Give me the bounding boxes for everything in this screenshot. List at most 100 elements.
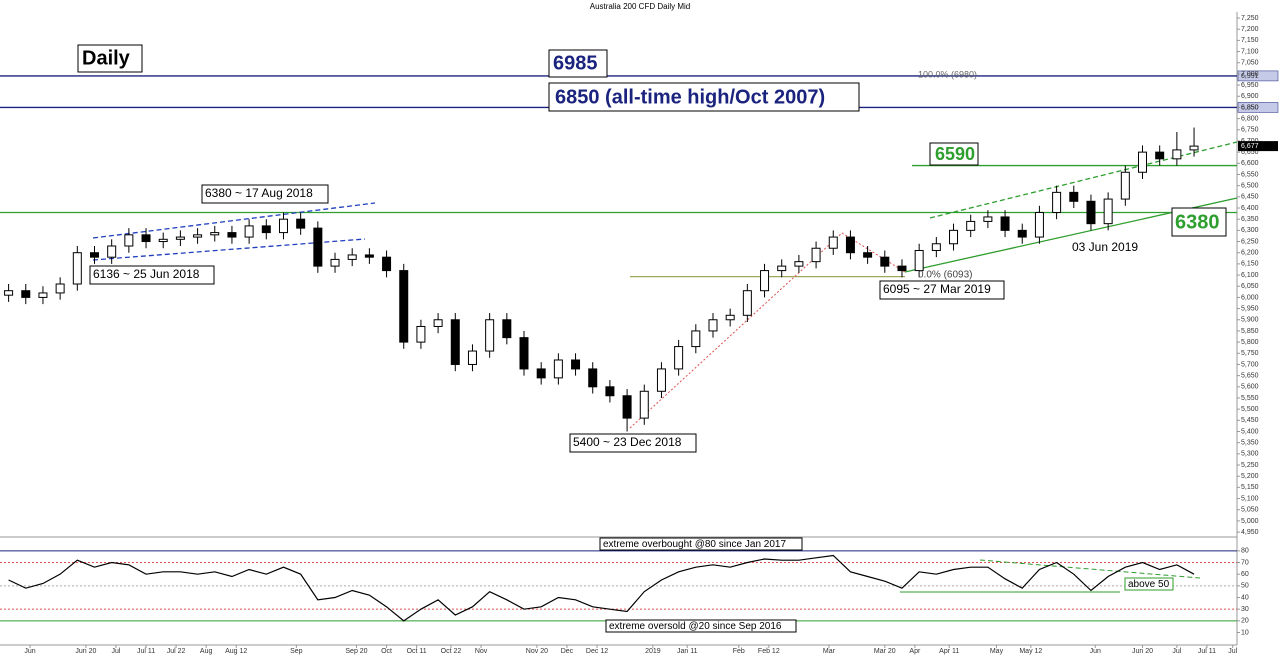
candle-body [1138, 151, 1148, 173]
y-tick-label: 6,100 [1241, 272, 1259, 279]
label-box [929, 142, 979, 166]
y-tick-label: 10 [1241, 629, 1249, 636]
y-tick-label: 5,550 [1241, 395, 1259, 402]
candle-body [1172, 149, 1182, 160]
trend-line [929, 141, 1238, 219]
y-tick-label: 6,300 [1241, 227, 1259, 234]
y-tick-label: 50 [1241, 583, 1249, 590]
candle-body [605, 386, 615, 397]
x-tick-label: Dec [561, 648, 574, 655]
annotation: extreme overbought @80 since Jan 2017 [603, 539, 786, 550]
annotation: 6380 [1175, 211, 1220, 233]
candle-body [1120, 171, 1130, 200]
last-price-flag [1238, 141, 1278, 152]
y-tick-label: 6,900 [1241, 93, 1259, 100]
y-tick-label: 6,800 [1241, 115, 1259, 122]
candle-body [313, 227, 323, 267]
y-tick-label: 6,850 [1241, 104, 1259, 111]
y-tick-label: 5,000 [1241, 518, 1259, 525]
y-tick-label: 5,900 [1241, 317, 1259, 324]
y-tick-label: 5,100 [1241, 495, 1259, 502]
candle-body [55, 283, 65, 294]
x-tick-label: Sep [290, 648, 303, 655]
x-tick-label: Jul 11 [137, 648, 155, 655]
candle-body [760, 270, 770, 292]
y-tick-label: 6,750 [1241, 127, 1259, 134]
candle-body [639, 390, 649, 419]
y-tick-label: 5,700 [1241, 361, 1259, 368]
x-tick-label: Aug [200, 648, 213, 655]
x-tick-label: Aug 12 [225, 648, 247, 655]
y-tick-label: 5,300 [1241, 451, 1259, 458]
candle-body [1155, 151, 1165, 160]
annotation: 03 Jun 2019 [1072, 240, 1138, 254]
y-tick-label: 5,150 [1241, 484, 1259, 491]
candle-body [931, 243, 941, 251]
candle-body [622, 395, 632, 419]
annotation: 6095 ~ 27 Mar 2019 [883, 282, 991, 296]
y-tick-label: 7,000 [1241, 71, 1259, 78]
candle-body [571, 359, 581, 370]
y-tick-label: 6,250 [1241, 238, 1259, 245]
annotation: 6985 [553, 52, 598, 74]
x-tick-label: Apr [909, 648, 921, 655]
candle-body [708, 319, 718, 332]
candle-body [1189, 145, 1199, 151]
y-tick-label: 7,100 [1241, 48, 1259, 55]
label-box [77, 44, 143, 73]
label-box [599, 537, 803, 551]
candle-body [519, 337, 529, 370]
y-tick-label: 7,050 [1241, 60, 1259, 67]
label-box [548, 82, 860, 112]
candle-body [330, 258, 340, 267]
chart-title: Australia 200 CFD Daily Mid [590, 2, 690, 11]
candle-body [399, 270, 409, 343]
x-tick-label: Jul [1228, 648, 1237, 655]
annotation: 100.0% (6980) [918, 69, 977, 79]
candle-body [38, 292, 48, 298]
candle-body [983, 216, 993, 222]
y-tick-label: 6,000 [1241, 294, 1259, 301]
candle-body [502, 319, 512, 339]
candle-body [536, 368, 546, 379]
candle-body [845, 236, 855, 254]
y-tick-label: 70 [1241, 559, 1249, 566]
candle-body [227, 232, 237, 238]
levels: 6,991 6,850 [0, 70, 1279, 278]
y-tick-label: 6,950 [1241, 82, 1259, 89]
x-tick-label: Oct [381, 648, 392, 655]
candle-body [364, 254, 374, 258]
candle-body [175, 236, 185, 240]
annotation: 6380 ~ 17 Aug 2018 [205, 186, 313, 200]
label-box [201, 184, 329, 204]
x-tick-label: Jun [1090, 648, 1101, 655]
candle-body [914, 249, 924, 272]
candle-body [433, 319, 443, 327]
candle-body [4, 290, 14, 296]
x-tick-label: Jun [24, 648, 35, 655]
candle-body [1017, 229, 1027, 238]
candle-body [794, 261, 804, 267]
candle-body [124, 234, 134, 247]
y-tick-label: 5,850 [1241, 328, 1259, 335]
price-flag [1237, 70, 1279, 82]
label-box [879, 280, 1005, 300]
candle-body [811, 247, 821, 263]
last-price-label: 6,677 [1241, 143, 1259, 150]
y-tick-label: 6,400 [1241, 205, 1259, 212]
candle-body [1034, 211, 1044, 238]
y-tick-label: 4,950 [1241, 529, 1259, 536]
candle-body [1000, 216, 1010, 231]
candle-body [485, 319, 495, 352]
candle-body [261, 225, 271, 234]
candle-body [725, 314, 735, 321]
annotation: above 50 [1128, 579, 1170, 590]
y-tick-label: 6,600 [1241, 160, 1259, 167]
candle-body [1052, 191, 1062, 213]
y-tick-label: 7,200 [1241, 26, 1259, 33]
annotation: extreme oversold @20 since Sep 2016 [609, 621, 782, 632]
y-tick-label: 5,750 [1241, 350, 1259, 357]
y-tick-label: 6,350 [1241, 216, 1259, 223]
